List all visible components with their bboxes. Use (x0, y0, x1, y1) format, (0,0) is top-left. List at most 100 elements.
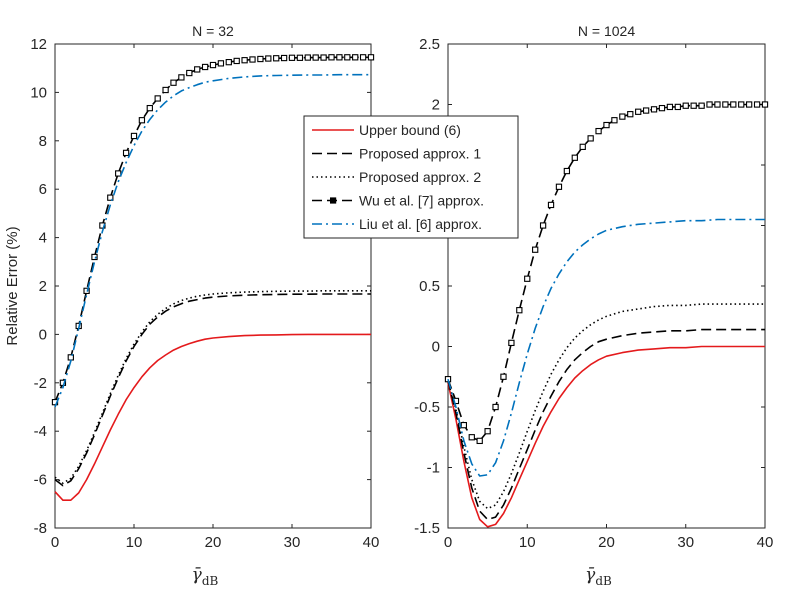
series-marker-wu-et-al-7-approx (722, 101, 729, 108)
series-marker-wu-et-al-7-approx (745, 101, 753, 108)
series-marker-wu-et-al-7-approx (500, 373, 507, 380)
series-marker-wu-et-al-7-approx (186, 69, 193, 77)
series-marker-wu-et-al-7-approx (344, 54, 351, 61)
series-marker-wu-et-al-7-approx (674, 103, 681, 111)
legend-item-wu-et-al-7-approx: Wu et al. [7] approx. (312, 193, 484, 209)
legend-item-proposed-approx-2: Proposed approx. 2 (312, 169, 481, 185)
x-tick-label: 40 (363, 534, 380, 551)
legend: Upper bound (6) Proposed approx. 1 Propose… (303, 115, 519, 239)
legend-item-proposed-approx-1: Proposed approx. 1 (312, 146, 481, 162)
series-marker-wu-et-al-7-approx (265, 55, 272, 62)
y-tick-label: 0 (39, 326, 47, 343)
x-tick-label: 10 (519, 534, 536, 551)
series-marker-wu-et-al-7-approx (91, 253, 98, 261)
legend-label: Liu et al. [6] approx. (359, 216, 482, 232)
panel-n32: 0 10 20 30 40 -8 -6 -4 -2 0 2 4 6 8 10 12 N = 32 γ̄dB Rela… (4, 23, 379, 588)
series-marker-wu-et-al-7-approx (516, 307, 523, 314)
series-marker-wu-et-al-7-approx (539, 222, 547, 229)
series-line-liu-et-al-6-approx (447, 218, 765, 477)
x-tick-label: 40 (757, 534, 774, 551)
series-marker-wu-et-al-7-approx (619, 113, 626, 120)
series-marker-wu-et-al-7-approx (122, 149, 130, 157)
series-line-proposed-approx-1 (54, 293, 371, 487)
series-marker-wu-et-al-7-approx (154, 95, 161, 102)
y-tick-label: 2 (39, 278, 47, 295)
series-marker-wu-et-al-7-approx (603, 121, 610, 129)
series-marker-wu-et-al-7-approx (288, 54, 296, 61)
series-marker-wu-et-al-7-approx (690, 102, 697, 109)
series-marker-wu-et-al-7-approx (706, 101, 713, 108)
series-marker-wu-et-al-7-approx (304, 54, 311, 61)
series-marker-wu-et-al-7-approx (761, 101, 769, 108)
y-tick-label: 2 (432, 97, 440, 114)
y-tick-label: -1.5 (414, 520, 440, 537)
x-axis-label-main: γ̄ (585, 565, 596, 585)
y-tick-label: -1 (427, 460, 440, 477)
x-axis-label: γ̄dB (192, 565, 219, 588)
series-line-proposed-approx-2 (54, 290, 371, 484)
series-marker-wu-et-al-7-approx (484, 428, 491, 435)
series-marker-wu-et-al-7-approx (115, 170, 122, 177)
legend-item-upper-bound-6: Upper bound (6) (312, 122, 461, 138)
x-tick-label: 10 (126, 534, 143, 551)
series-marker-wu-et-al-7-approx (217, 60, 225, 67)
series-marker-wu-et-al-7-approx (312, 54, 319, 61)
series-marker-wu-et-al-7-approx (627, 111, 634, 118)
y-tick-label: 6 (39, 181, 47, 198)
y-tick-label: 12 (30, 36, 47, 53)
y-axis-label: Relative Error (%) (4, 226, 21, 345)
series-marker-wu-et-al-7-approx (296, 54, 304, 61)
series-marker-wu-et-al-7-approx (194, 66, 201, 73)
series-marker-wu-et-al-7-approx (547, 201, 555, 209)
x-tick-label: 30 (284, 534, 301, 551)
series-marker-wu-et-al-7-approx (595, 127, 602, 135)
legend-label: Proposed approx. 2 (359, 169, 481, 185)
series-marker-wu-et-al-7-approx (146, 104, 153, 112)
legend-item-liu-et-al-6-approx: Liu et al. [6] approx. (312, 216, 482, 232)
x-tick-label: 20 (205, 534, 222, 551)
series-marker-wu-et-al-7-approx (698, 102, 705, 109)
series-marker-wu-et-al-7-approx (650, 106, 658, 113)
series-marker-wu-et-al-7-approx (170, 79, 177, 86)
x-tick-label: 0 (444, 534, 452, 551)
y-tick-label: -8 (34, 520, 47, 537)
y-tick-label: -2 (34, 375, 47, 392)
series-marker-wu-et-al-7-approx (571, 154, 578, 161)
series-marker-wu-et-al-7-approx (714, 101, 721, 108)
y-tick-label: -6 (34, 472, 47, 489)
x-axis-label-sub: dB (202, 574, 219, 588)
series-marker-wu-et-al-7-approx (178, 74, 185, 81)
y-tick-label: 10 (30, 84, 47, 101)
series-line-wu-et-al-7-approx (54, 56, 371, 403)
series-marker-wu-et-al-7-approx (460, 421, 467, 429)
series-line-proposed-approx-2 (447, 303, 765, 510)
series-marker-wu-et-al-7-approx (209, 61, 217, 69)
y-tick-label: 8 (39, 133, 47, 150)
series-marker-wu-et-al-7-approx (359, 54, 367, 61)
series-marker-wu-et-al-7-approx (233, 57, 240, 65)
series-marker-wu-et-al-7-approx (532, 246, 539, 253)
x-axis-label-main: γ̄ (192, 565, 203, 585)
legend-label: Upper bound (6) (359, 122, 461, 138)
series-line-proposed-approx-1 (447, 328, 765, 521)
legend-label: Proposed approx. 1 (359, 146, 481, 162)
series-marker-wu-et-al-7-approx (273, 55, 280, 62)
x-axis-label-sub: dB (595, 574, 612, 588)
series-marker-wu-et-al-7-approx (336, 54, 343, 61)
series-marker-wu-et-al-7-approx (452, 397, 460, 405)
series-marker-wu-et-al-7-approx (642, 107, 650, 114)
series-marker-wu-et-al-7-approx (249, 56, 256, 63)
series-marker-wu-et-al-7-approx (658, 104, 666, 112)
y-tick-label: 2.5 (419, 36, 440, 53)
y-tick-label: 4 (39, 230, 47, 247)
series-marker-wu-et-al-7-approx (367, 54, 375, 61)
series-marker-wu-et-al-7-approx (476, 437, 483, 445)
series-marker-wu-et-al-7-approx (730, 101, 737, 108)
series-marker-wu-et-al-7-approx (524, 275, 531, 282)
series-marker-wu-et-al-7-approx (280, 54, 288, 62)
series-marker-wu-et-al-7-approx (682, 102, 689, 109)
series-marker-wu-et-al-7-approx (138, 117, 146, 124)
x-tick-label: 20 (598, 534, 615, 551)
series-marker-wu-et-al-7-approx (492, 403, 499, 411)
panel-title: N = 32 (192, 23, 234, 39)
